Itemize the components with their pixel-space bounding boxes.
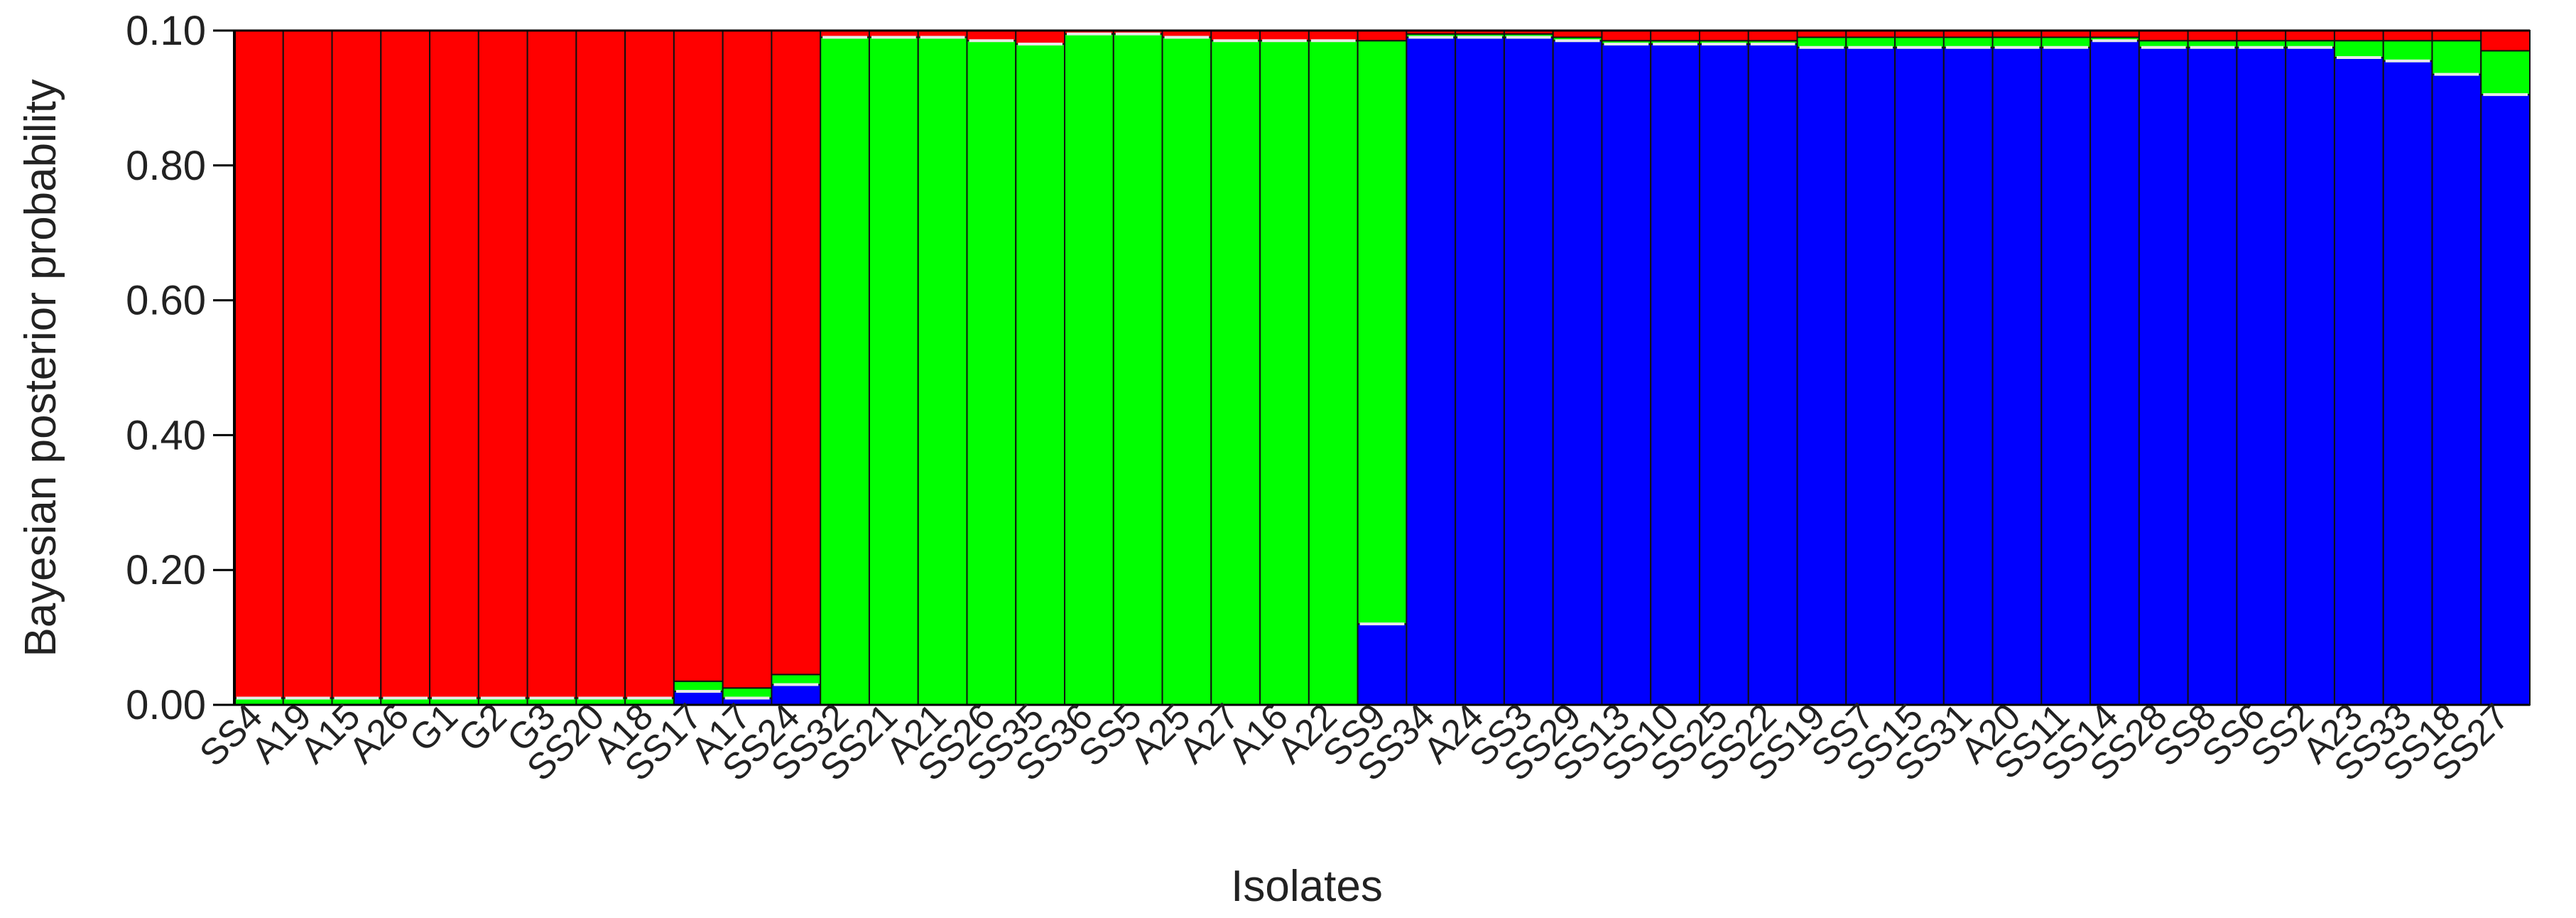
bar-segment-SS10-red — [1650, 30, 1700, 42]
bar-segment-SS17-green — [673, 680, 724, 693]
bar-segment-A23-red — [2333, 30, 2384, 42]
bar-segment-SS2-red — [2285, 30, 2335, 42]
bar-segment-SS35-green — [1015, 43, 1066, 706]
axes-group — [233, 29, 2530, 706]
y-tick-label: 0.40 — [126, 412, 206, 458]
bar-segment-SS15-green — [1894, 36, 1945, 48]
y-ticks-group: 0.00 0.20 0.40 0.60 0.80 0.10 — [126, 8, 234, 728]
bar-segment-SS29-blue — [1552, 40, 1603, 706]
bar-segment-SS6-red — [2236, 30, 2287, 42]
bar-segment-A23-green — [2333, 40, 2384, 58]
bar-segment-SS28-red — [2138, 30, 2189, 42]
bar-segment-SS18-blue — [2431, 73, 2482, 706]
bar-segment-SS11-green — [2040, 36, 2092, 48]
y-axis-title: Bayesian posterior probability — [16, 79, 65, 657]
bar-segment-SS13-red — [1601, 30, 1652, 42]
bar-segment-SS4-red — [234, 30, 284, 699]
bar-segment-SS19-blue — [1796, 46, 1847, 706]
bar-segment-A22-red — [1308, 30, 1359, 42]
bar-segment-SS5-green — [1112, 33, 1163, 706]
bar-segment-SS33-green — [2382, 40, 2433, 62]
bar-segment-SS27-blue — [2480, 94, 2531, 706]
x-axis-title: Isolates — [1231, 862, 1383, 911]
bar-segment-A26-red — [380, 30, 431, 699]
bar-segment-A27-red — [1210, 30, 1261, 42]
bar-segment-SS26-red — [966, 30, 1017, 42]
bar-segment-SS31-green — [1942, 36, 1994, 48]
bar-segment-SS9-green — [1357, 40, 1408, 625]
bar-segment-SS26-green — [966, 40, 1017, 706]
bar-segment-A25-green — [1161, 36, 1212, 706]
bar-segment-A16-green — [1259, 40, 1310, 706]
bar-segment-SS27-red — [2480, 30, 2531, 52]
bar-segment-SS8-red — [2187, 30, 2238, 42]
bar-segment-SS18-green — [2431, 40, 2482, 75]
bar-segment-SS27-green — [2480, 50, 2531, 96]
bar-segment-SS6-blue — [2236, 46, 2287, 706]
bar-segment-SS11-blue — [2040, 46, 2092, 706]
bar-segment-SS3-blue — [1503, 36, 1554, 706]
bar-segment-SS7-blue — [1845, 46, 1896, 706]
bar-segment-SS9-red — [1357, 30, 1408, 42]
bar-segment-A17-red — [722, 30, 773, 689]
bar-segment-A22-green — [1308, 40, 1359, 706]
bar-segment-SS20-red — [575, 30, 626, 699]
bar-segment-SS13-blue — [1601, 43, 1652, 706]
x-ticks-group: SS4A19A15A26G1G2G3SS20A18SS17A17SS24SS32… — [192, 696, 2517, 789]
bar-segment-SS19-green — [1796, 36, 1847, 48]
bars-group — [234, 30, 2531, 706]
bar-segment-G1-red — [429, 30, 479, 699]
bar-segment-SS14-blue — [2089, 40, 2140, 706]
bar-segment-SS34-blue — [1406, 36, 1457, 706]
bar-segment-SS35-red — [1015, 30, 1066, 45]
bar-segment-A21-green — [917, 36, 968, 706]
bar-segment-A27-green — [1210, 40, 1261, 706]
bar-segment-A20-blue — [1991, 46, 2043, 706]
bar-segment-SS22-blue — [1747, 43, 1798, 706]
bar-segment-G2-red — [477, 30, 528, 699]
bar-segment-SS36-green — [1064, 33, 1114, 706]
bar-segment-A15-red — [331, 30, 382, 699]
bar-segment-A18-red — [624, 30, 675, 699]
bar-segment-SS10-blue — [1650, 43, 1700, 706]
bar-segment-SS22-red — [1747, 30, 1798, 42]
y-tick-label: 0.60 — [126, 278, 206, 324]
y-tick-label: 0.20 — [126, 547, 206, 593]
bar-segment-SS25-blue — [1698, 43, 1749, 706]
bar-segment-SS21-green — [868, 36, 919, 706]
bar-segment-SS9-blue — [1357, 623, 1408, 706]
bar-segment-G3-red — [526, 30, 577, 699]
bar-segment-A23-blue — [2333, 56, 2384, 706]
bar-segment-SS17-red — [673, 30, 724, 682]
bar-segment-A24-blue — [1455, 36, 1505, 706]
bar-segment-A20-green — [1991, 36, 2043, 48]
y-tick-label: 0.00 — [126, 682, 206, 728]
bar-segment-SS33-red — [2382, 30, 2433, 42]
bar-segment-SS15-blue — [1894, 46, 1945, 706]
bar-segment-SS2-blue — [2285, 46, 2335, 706]
y-tick-label: 0.80 — [126, 143, 206, 189]
bar-segment-SS28-blue — [2138, 46, 2189, 706]
bar-segment-A19-red — [282, 30, 333, 699]
bar-segment-SS32-green — [820, 36, 870, 706]
bar-segment-SS33-blue — [2382, 60, 2433, 706]
y-tick-label: 0.10 — [126, 8, 206, 54]
bar-segment-SS24-green — [771, 674, 822, 686]
bar-segment-SS7-green — [1845, 36, 1896, 48]
bar-segment-SS25-red — [1698, 30, 1749, 42]
bar-segment-SS18-red — [2431, 30, 2482, 42]
bar-segment-A16-red — [1259, 30, 1310, 42]
bar-segment-SS24-red — [771, 30, 822, 676]
bar-segment-SS31-blue — [1942, 46, 1994, 706]
bar-segment-SS8-blue — [2187, 46, 2238, 706]
